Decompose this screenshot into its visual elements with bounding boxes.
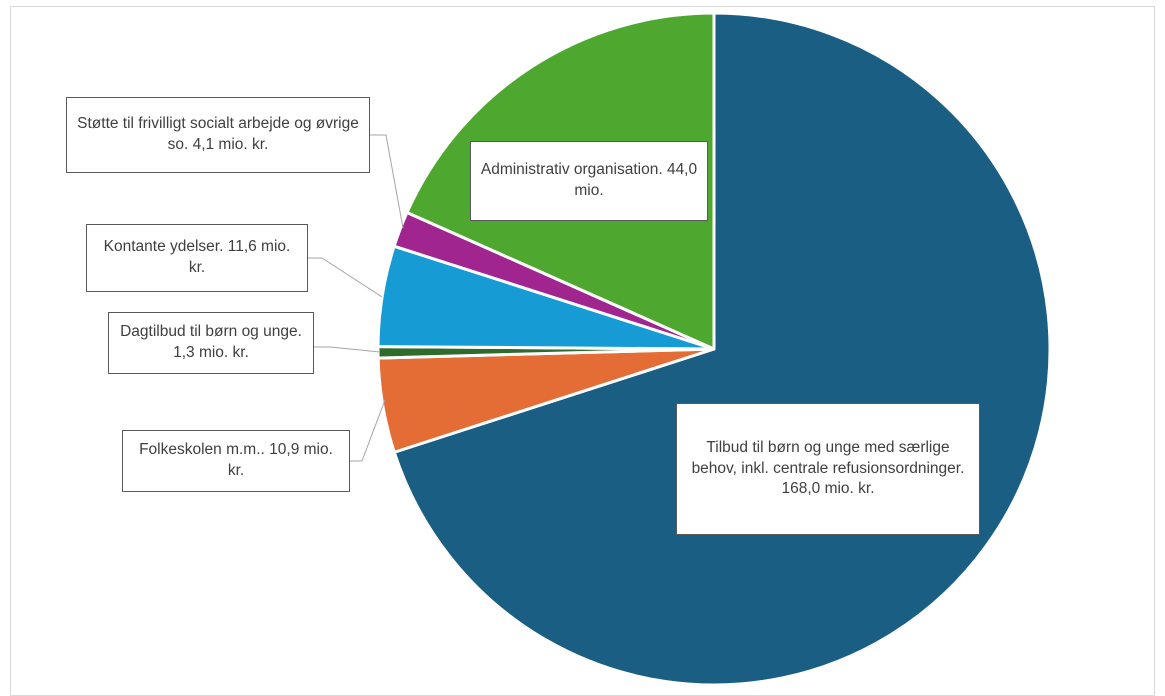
label-administrativ: Administrativ organisation. 44,0 mio.	[470, 141, 708, 221]
label-stotte: Støtte til frivilligt socialt arbejde og…	[66, 97, 370, 173]
label-dagtilbud: Dagtilbud til børn og unge. 1,3 mio. kr.	[108, 312, 314, 374]
label-folkeskolen: Folkeskolen m.m.. 10,9 mio. kr.	[122, 430, 350, 492]
leader-stotte	[370, 134, 404, 229]
label-kontante: Kontante ydelser. 11,6 mio. kr.	[86, 224, 308, 292]
leader-folkeskolen	[350, 399, 386, 462]
leader-kontante	[308, 257, 383, 298]
leader-dagtilbud	[314, 346, 381, 353]
label-tilbud: Tilbud til børn og unge med særlige beho…	[676, 403, 980, 535]
